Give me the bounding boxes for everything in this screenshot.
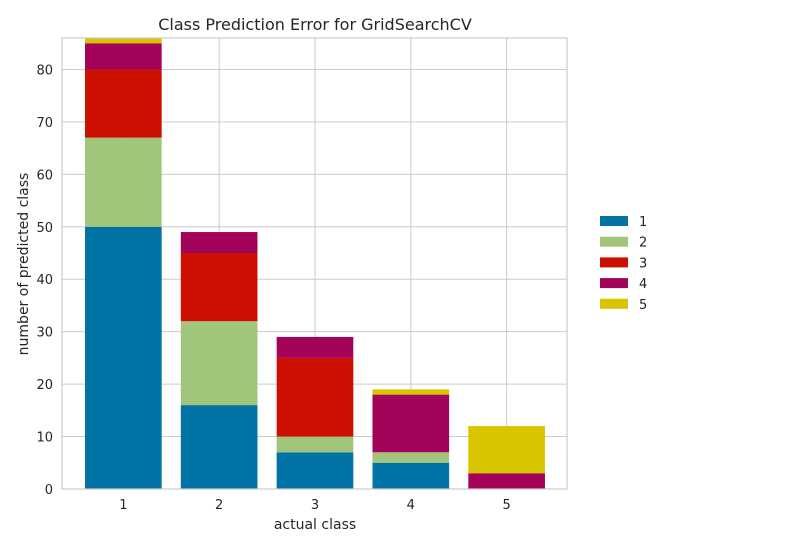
chart-title: Class Prediction Error for GridSearchCV [158,15,472,34]
y-tick-label: 70 [36,116,53,131]
bar-segment [276,452,354,489]
bar-segment [372,389,450,395]
bar-segment [180,232,258,254]
y-tick-label: 40 [36,273,53,288]
legend-swatch [600,236,628,247]
x-tick-label: 4 [407,498,415,513]
bar-segment [276,357,354,437]
legend-label: 4 [639,277,647,292]
y-tick-label: 80 [36,63,53,78]
legend-swatch [600,298,628,309]
x-tick-label: 1 [119,498,127,513]
x-tick-label: 2 [215,498,223,513]
bars-group [84,38,545,489]
bar-segment [84,43,162,70]
bar-segment [372,462,450,489]
bar-segment [180,405,258,489]
bar-segment [276,436,354,453]
y-axis-label: number of predicted class [16,173,32,356]
y-tick-label: 60 [36,168,53,183]
legend-label: 5 [639,298,647,313]
legend-label: 2 [639,236,647,251]
bar-segment [372,452,450,463]
y-tick-label: 30 [36,326,53,341]
y-tick-labels: 0 10 20 30 40 50 60 70 80 [36,63,53,498]
bar-segment [84,137,162,227]
bar-segment [180,253,258,322]
legend-label: 3 [639,256,647,271]
x-tick-labels: 1 2 3 4 5 [119,498,511,513]
bar-segment [468,426,545,474]
bar-segment [84,226,162,489]
x-tick-label: 5 [502,498,510,513]
bar-segment [84,69,162,138]
legend-label: 1 [639,215,647,230]
y-tick-label: 20 [36,378,53,393]
bar-segment [276,336,354,358]
bar-segment [372,394,450,453]
bar-segment [180,321,258,406]
y-tick-label: 0 [45,483,53,498]
x-tick-label: 3 [311,498,319,513]
bar-segment [84,38,162,44]
y-tick-label: 10 [36,431,53,446]
plot-frame [61,37,568,490]
x-axis-label: actual class [274,517,356,533]
legend: 1 2 3 4 5 [600,215,647,313]
legend-swatch [600,216,628,226]
bar-segment [468,473,545,489]
legend-swatch [600,257,628,268]
y-tick-label: 50 [36,221,53,236]
legend-swatch [600,278,628,289]
